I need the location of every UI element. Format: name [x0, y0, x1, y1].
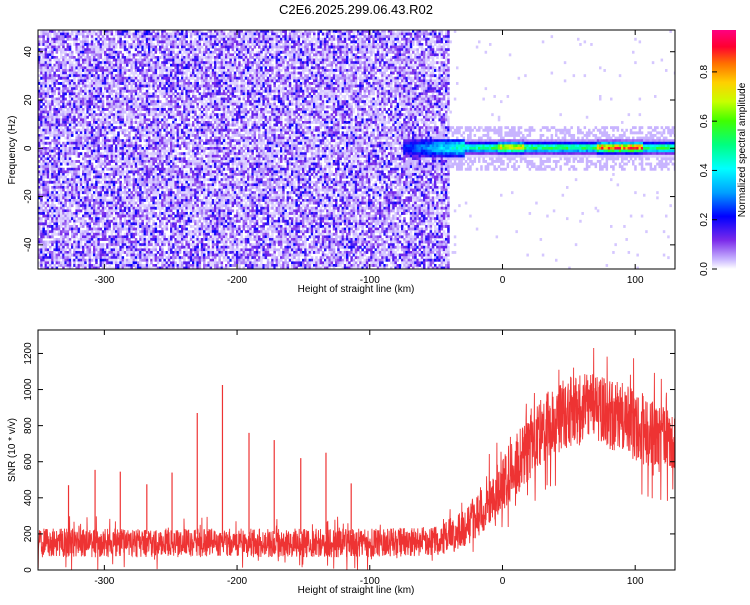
colorbar-tick-label: 0.2	[699, 212, 710, 226]
colorbar-tick-label: 0.4	[699, 163, 710, 177]
heatmap-ylabel: Frequency (Hz)	[7, 116, 18, 185]
snr-ytick-label: 600	[23, 453, 34, 470]
colorbar-tick-label: 0.8	[699, 64, 710, 78]
snr-line	[38, 348, 675, 570]
snr-series	[38, 348, 675, 570]
heatmap-ytick-label: 0	[23, 145, 34, 151]
heatmap-xtick-label: -300	[94, 275, 114, 286]
colorbar-label: Normalized spectral amplitude	[737, 82, 748, 217]
heatmap-ytick-label: 20	[23, 94, 34, 106]
colorbar-gradient	[712, 30, 736, 269]
snr-xtick-label: -300	[94, 576, 114, 587]
heatmap-cells	[38, 30, 676, 270]
snr-ytick-label: 1200	[23, 342, 34, 365]
heatmap-ytick-label: 40	[23, 46, 34, 58]
snr-xtick-label: 100	[627, 576, 644, 587]
heatmap-ytick-label: -20	[23, 189, 34, 204]
heatmap-xtick-label: 100	[627, 275, 644, 286]
colorbar-tick-label: 0.6	[699, 114, 710, 128]
snr-ytick-label: 200	[23, 525, 34, 542]
snr-ytick-label: 0	[23, 567, 34, 573]
snr-xtick-label: -200	[227, 576, 247, 587]
heatmap-xlabel: Height of straight line (km)	[298, 284, 415, 295]
snr-ytick-label: 400	[23, 489, 34, 506]
heatmap-xtick-label: 0	[500, 275, 506, 286]
snr-xtick-label: 0	[500, 576, 506, 587]
colorbar: 0.0 0.2 0.4 0.6 0.8 Normalized spectral ampl…	[699, 30, 748, 276]
snr-ytick-label: 800	[23, 417, 34, 434]
figure-title: C2E6.2025.299.06.43.R02	[279, 2, 433, 17]
snr-xlabel: Height of straight line (km)	[298, 585, 415, 596]
heatmap-xtick-label: -200	[227, 275, 247, 286]
snr-ytick-label: 1000	[23, 378, 34, 401]
colorbar-tick-label: 0.0	[699, 262, 710, 276]
heatmap-ytick-label: -40	[23, 237, 34, 252]
snr-ylabel: SNR (10 * v/v)	[7, 418, 18, 482]
